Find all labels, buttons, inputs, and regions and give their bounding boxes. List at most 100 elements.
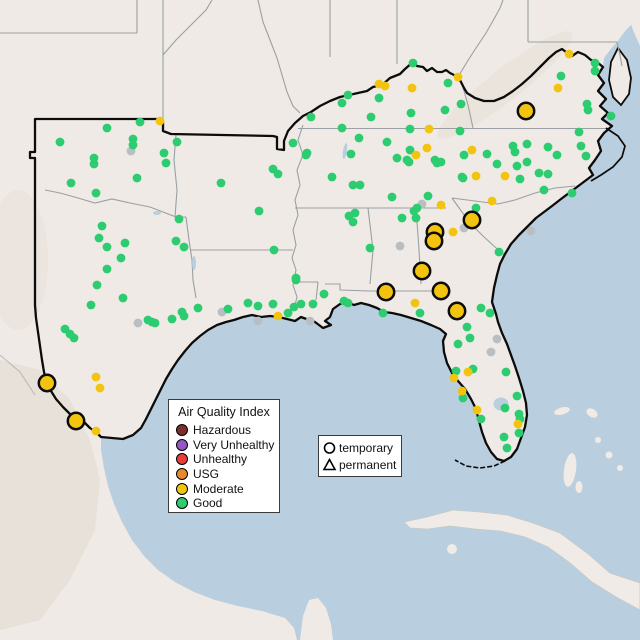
station-dot-moderate[interactable] xyxy=(471,171,481,181)
station-dot-good[interactable] xyxy=(581,151,591,161)
station-temporary-large[interactable] xyxy=(462,210,482,230)
station-dot-moderate[interactable] xyxy=(422,143,432,153)
station-dot-good[interactable] xyxy=(348,217,358,227)
station-dot-good[interactable] xyxy=(443,78,453,88)
station-dot-moderate[interactable] xyxy=(91,426,101,436)
station-dot-good[interactable] xyxy=(354,133,364,143)
station-dot-unknown[interactable] xyxy=(253,316,263,326)
station-dot-good[interactable] xyxy=(102,123,112,133)
station-dot-good[interactable] xyxy=(415,308,425,318)
station-dot-good[interactable] xyxy=(243,298,253,308)
station-dot-good[interactable] xyxy=(120,238,130,248)
station-dot-moderate[interactable] xyxy=(463,367,473,377)
station-dot-good[interactable] xyxy=(66,178,76,188)
station-temporary-large[interactable] xyxy=(431,281,451,301)
station-dot-good[interactable] xyxy=(387,192,397,202)
station-dot-good[interactable] xyxy=(132,173,142,183)
station-dot-good[interactable] xyxy=(343,298,353,308)
station-dot-unknown[interactable] xyxy=(492,334,502,344)
station-dot-good[interactable] xyxy=(118,293,128,303)
station-dot-good[interactable] xyxy=(171,236,181,246)
station-dot-good[interactable] xyxy=(378,308,388,318)
station-dot-good[interactable] xyxy=(350,208,360,218)
station-dot-good[interactable] xyxy=(574,127,584,137)
station-dot-good[interactable] xyxy=(402,155,412,165)
station-dot-good[interactable] xyxy=(397,213,407,223)
station-temporary-large[interactable] xyxy=(447,301,467,321)
station-dot-good[interactable] xyxy=(89,159,99,169)
station-dot-moderate[interactable] xyxy=(500,171,510,181)
station-dot-good[interactable] xyxy=(346,149,356,159)
station-dot-moderate[interactable] xyxy=(564,49,574,59)
station-dot-good[interactable] xyxy=(253,301,263,311)
station-dot-good[interactable] xyxy=(606,111,616,121)
station-dot-moderate[interactable] xyxy=(155,116,165,126)
station-temporary-large[interactable] xyxy=(412,261,432,281)
station-dot-moderate[interactable] xyxy=(411,150,421,160)
station-dot-unknown[interactable] xyxy=(395,241,405,251)
station-dot-good[interactable] xyxy=(423,191,433,201)
station-dot-good[interactable] xyxy=(522,139,532,149)
station-temporary-large[interactable] xyxy=(66,411,86,431)
station-dot-moderate[interactable] xyxy=(467,145,477,155)
station-dot-good[interactable] xyxy=(179,311,189,321)
station-dot-good[interactable] xyxy=(494,247,504,257)
station-dot-good[interactable] xyxy=(69,333,79,343)
station-dot-good[interactable] xyxy=(552,150,562,160)
station-dot-good[interactable] xyxy=(512,161,522,171)
station-dot-good[interactable] xyxy=(501,367,511,377)
station-dot-good[interactable] xyxy=(476,414,486,424)
station-dot-good[interactable] xyxy=(382,137,392,147)
station-dot-moderate[interactable] xyxy=(407,83,417,93)
station-dot-good[interactable] xyxy=(268,299,278,309)
station-dot-good[interactable] xyxy=(412,203,422,213)
station-dot-good[interactable] xyxy=(436,157,446,167)
station-dot-good[interactable] xyxy=(92,280,102,290)
station-dot-unknown[interactable] xyxy=(526,226,536,236)
station-dot-moderate[interactable] xyxy=(380,81,390,91)
station-dot-good[interactable] xyxy=(179,242,189,252)
station-dot-good[interactable] xyxy=(583,105,593,115)
station-dot-good[interactable] xyxy=(94,233,104,243)
station-dot-good[interactable] xyxy=(465,333,475,343)
station-dot-good[interactable] xyxy=(411,213,421,223)
station-dot-good[interactable] xyxy=(288,138,298,148)
station-dot-good[interactable] xyxy=(167,314,177,324)
station-dot-good[interactable] xyxy=(348,180,358,190)
station-dot-good[interactable] xyxy=(576,141,586,151)
station-dot-good[interactable] xyxy=(365,243,375,253)
station-dot-good[interactable] xyxy=(150,318,160,328)
station-dot-good[interactable] xyxy=(476,303,486,313)
station-dot-moderate[interactable] xyxy=(91,372,101,382)
station-dot-good[interactable] xyxy=(343,90,353,100)
station-dot-good[interactable] xyxy=(273,169,283,179)
station-dot-good[interactable] xyxy=(128,140,138,150)
station-dot-good[interactable] xyxy=(462,322,472,332)
station-dot-moderate[interactable] xyxy=(273,311,283,321)
station-dot-good[interactable] xyxy=(327,172,337,182)
station-dot-good[interactable] xyxy=(485,308,495,318)
station-dot-good[interactable] xyxy=(510,147,520,157)
station-dot-good[interactable] xyxy=(567,188,577,198)
station-dot-good[interactable] xyxy=(590,58,600,68)
station-dot-good[interactable] xyxy=(86,300,96,310)
station-dot-good[interactable] xyxy=(283,308,293,318)
station-dot-good[interactable] xyxy=(456,99,466,109)
station-dot-good[interactable] xyxy=(392,153,402,163)
station-dot-moderate[interactable] xyxy=(448,227,458,237)
station-dot-moderate[interactable] xyxy=(436,200,446,210)
station-dot-good[interactable] xyxy=(174,214,184,224)
station-dot-good[interactable] xyxy=(459,150,469,160)
station-dot-good[interactable] xyxy=(223,304,233,314)
station-dot-good[interactable] xyxy=(319,289,329,299)
station-dot-good[interactable] xyxy=(172,137,182,147)
station-dot-good[interactable] xyxy=(366,112,376,122)
station-dot-good[interactable] xyxy=(291,275,301,285)
station-dot-good[interactable] xyxy=(135,117,145,127)
station-dot-good[interactable] xyxy=(440,105,450,115)
station-dot-good[interactable] xyxy=(405,124,415,134)
station-dot-good[interactable] xyxy=(512,391,522,401)
station-dot-good[interactable] xyxy=(269,245,279,255)
station-dot-good[interactable] xyxy=(296,299,306,309)
station-dot-good[interactable] xyxy=(91,188,101,198)
